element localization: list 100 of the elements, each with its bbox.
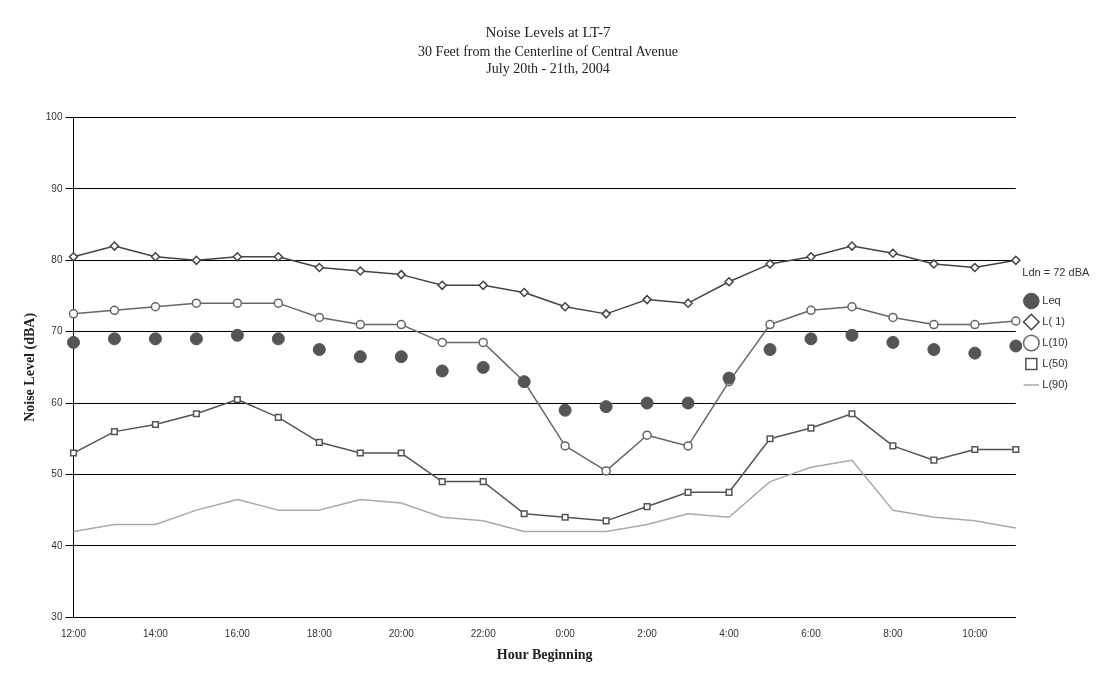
y-tick-label: 30 (51, 610, 63, 622)
point (804, 332, 818, 346)
point (560, 301, 570, 312)
point (1011, 316, 1021, 326)
point (150, 301, 161, 312)
point (763, 343, 777, 357)
point (273, 298, 284, 308)
point (681, 396, 695, 410)
legend-label: L(10) (1042, 336, 1069, 349)
point (519, 287, 529, 298)
point (807, 424, 815, 432)
point (151, 420, 160, 429)
x-tick-label: 16:00 (224, 627, 251, 639)
point (314, 312, 325, 323)
point (273, 252, 284, 262)
point (232, 298, 243, 308)
text: Ldn = 72 dBA (1022, 265, 1090, 278)
point (396, 319, 406, 330)
point (1012, 445, 1020, 454)
point (601, 466, 611, 476)
point (602, 517, 610, 525)
point (68, 309, 79, 319)
x-tick-label: 4:00 (719, 627, 740, 639)
point (355, 266, 366, 276)
x-tick-label: 18:00 (306, 627, 333, 639)
point (970, 262, 980, 273)
legend-label: L( 1) (1042, 315, 1065, 328)
point (397, 449, 405, 457)
point (806, 305, 816, 316)
point (314, 262, 325, 273)
point (722, 371, 736, 385)
point (643, 503, 651, 511)
point (520, 510, 528, 518)
point (724, 277, 734, 287)
y-tick-label: 60 (51, 396, 63, 408)
y-tick-label: 80 (51, 254, 63, 266)
point (888, 312, 898, 323)
point (929, 319, 939, 330)
point (684, 488, 692, 496)
point (148, 332, 162, 346)
point (558, 403, 572, 417)
point (765, 319, 775, 330)
point (642, 294, 652, 305)
point (848, 410, 856, 418)
point (971, 445, 979, 454)
point (110, 428, 119, 436)
point (847, 241, 857, 251)
point (599, 400, 613, 414)
point (191, 298, 202, 308)
y-tick-label: 40 (51, 539, 63, 551)
point (560, 441, 570, 451)
point (847, 301, 857, 312)
point (476, 360, 490, 374)
legend-label: L(50) (1042, 357, 1069, 370)
x-tick-label: 6:00 (801, 627, 822, 639)
y-tick-label: 90 (51, 182, 63, 194)
point (765, 259, 775, 269)
chart-title: Noise Levels at LT-7 (485, 23, 612, 40)
y-tick-label: 100 (45, 111, 63, 123)
legend-label: Leq (1042, 294, 1061, 307)
point (107, 332, 121, 346)
x-tick-label: 14:00 (142, 627, 169, 639)
x-tick-label: 2:00 (637, 627, 658, 639)
point (394, 350, 408, 364)
point (191, 255, 202, 266)
x-tick-label: 12:00 (60, 627, 87, 639)
point (888, 248, 898, 258)
point (437, 280, 447, 291)
x-axis-title: Hour Beginning (496, 647, 593, 663)
point (886, 335, 900, 349)
point (189, 332, 203, 346)
y-axis-title: Noise Level (dBA) (22, 312, 39, 422)
point (232, 252, 243, 262)
x-tick-label: 0:00 (555, 627, 576, 639)
point (766, 435, 774, 443)
y-tick-label: 50 (51, 468, 63, 480)
point (927, 343, 941, 357)
point (806, 252, 816, 262)
x-tick-label: 8:00 (883, 627, 904, 639)
point (1009, 339, 1023, 353)
point (478, 280, 488, 291)
point (478, 337, 488, 348)
point (1011, 255, 1021, 266)
point (845, 328, 859, 342)
point (353, 350, 367, 364)
point (315, 438, 323, 446)
y-tick-label: 70 (51, 325, 63, 337)
point (109, 241, 120, 251)
point (479, 478, 487, 486)
point (970, 319, 980, 330)
point (642, 430, 652, 440)
x-tick-label: 10:00 (962, 627, 988, 639)
point (640, 396, 654, 410)
point (929, 259, 939, 269)
point (109, 305, 120, 316)
point (274, 413, 282, 421)
point (683, 298, 693, 308)
legend-label: L(90) (1042, 378, 1069, 391)
point (437, 337, 447, 348)
point (889, 442, 897, 450)
